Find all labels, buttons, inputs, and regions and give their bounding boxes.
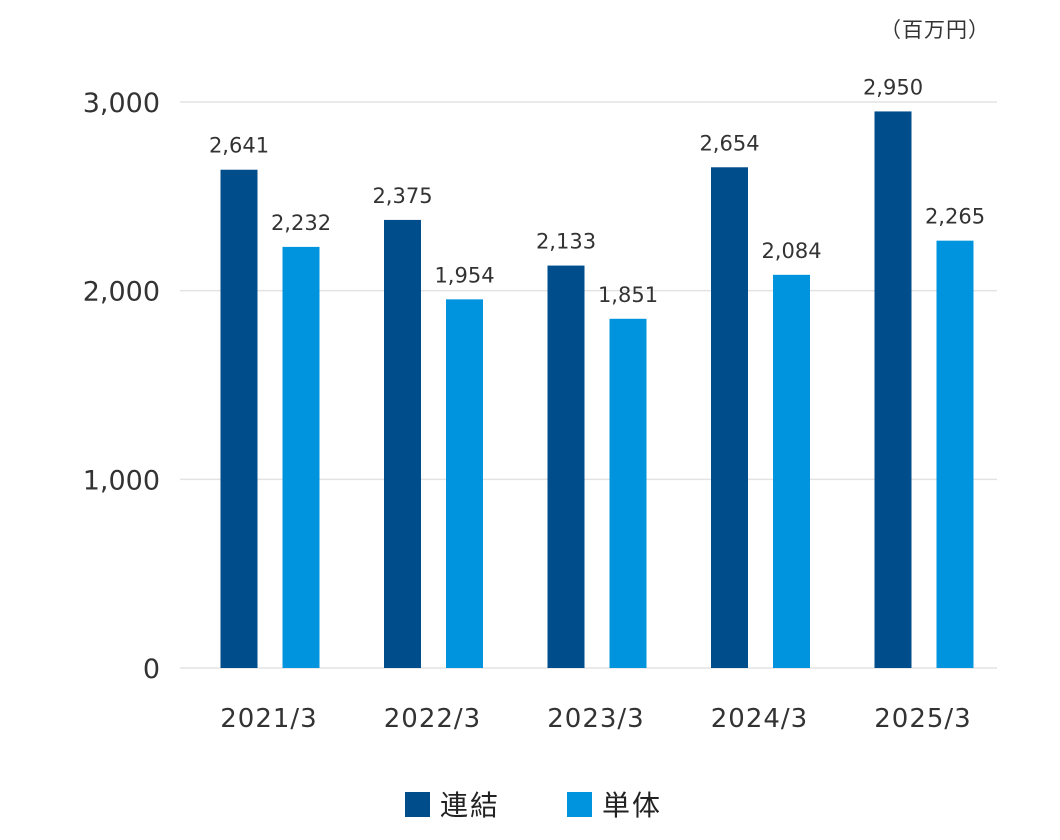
bar-standalone	[446, 299, 483, 668]
data-label-standalone: 1,954	[434, 263, 494, 287]
bar-consolidated	[547, 265, 585, 668]
bar-standalone	[936, 240, 974, 669]
x-tick-label: 2025/3	[874, 704, 971, 734]
data-label-consolidated: 2,654	[699, 131, 759, 155]
legend-label-consolidated: 連結	[440, 789, 501, 822]
legend-swatch-standalone	[567, 791, 592, 817]
y-tick-label: 3,000	[83, 88, 160, 119]
data-label-consolidated: 2,641	[209, 134, 269, 158]
data-label-consolidated: 2,133	[536, 230, 596, 254]
data-label-consolidated: 2,950	[863, 75, 923, 99]
y-tick-label: 1,000	[83, 465, 160, 496]
x-tick-label: 2021/3	[220, 704, 317, 734]
legend: 連結 単体	[0, 786, 1060, 826]
bar-consolidated	[384, 219, 421, 668]
legend-item-standalone: 単体	[567, 786, 662, 822]
chart-plot: 0 1,000 2,000 3,000 2,641 2,375 2,133 2,654 2,95…	[83, 75, 997, 734]
data-label-consolidated: 2,375	[372, 184, 432, 208]
data-label-standalone: 2,232	[271, 211, 331, 235]
bar-standalone	[773, 274, 810, 668]
legend-label-standalone: 単体	[602, 789, 663, 822]
bar-standalone	[609, 318, 647, 668]
unit-label: （百万円）	[880, 18, 990, 42]
y-tick-label: 2,000	[83, 277, 160, 308]
data-label-standalone: 2,265	[925, 205, 985, 229]
data-label-standalone: 2,084	[761, 239, 821, 263]
x-tick-label: 2023/3	[547, 704, 644, 734]
bar-consolidated	[874, 111, 912, 668]
bar-consolidated	[220, 169, 258, 669]
y-tick-label: 0	[143, 654, 160, 685]
bar-consolidated	[711, 167, 748, 668]
x-tick-label: 2024/3	[711, 704, 808, 734]
legend-item-consolidated: 連結	[405, 786, 500, 822]
x-tick-label: 2022/3	[384, 704, 481, 734]
data-label-standalone: 1,851	[598, 283, 658, 307]
legend-swatch-consolidated	[405, 791, 430, 817]
bar-standalone	[282, 246, 320, 668]
